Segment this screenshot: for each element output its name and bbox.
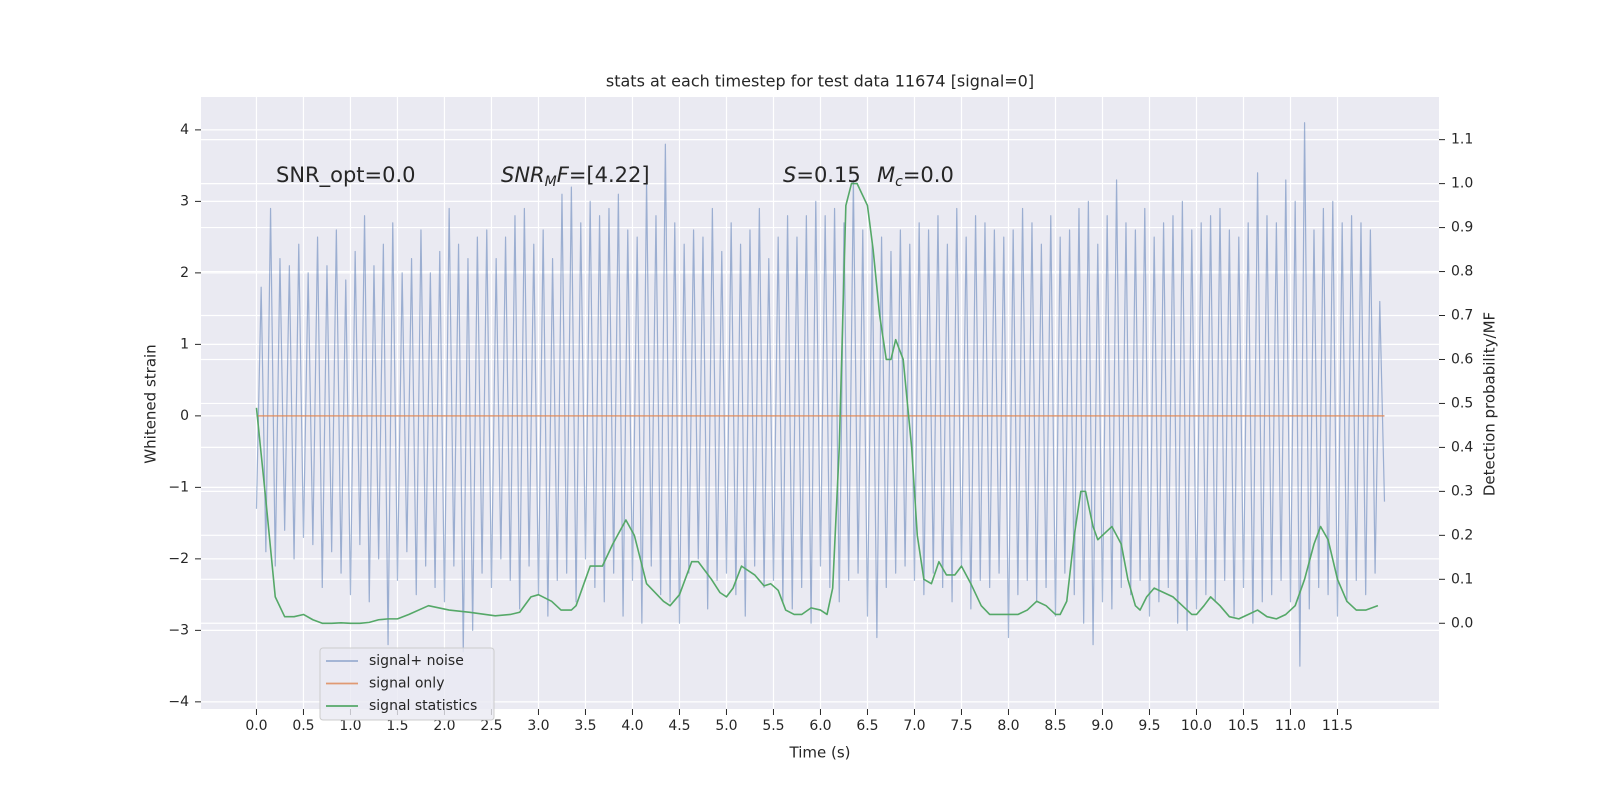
annotation-part: M xyxy=(877,163,895,187)
y2-tick-label: 1.1 xyxy=(1451,132,1473,148)
y2-tick-label: 0.5 xyxy=(1451,395,1473,411)
y2-tick-label: 0.3 xyxy=(1451,483,1473,499)
x-tick-label: 6.5 xyxy=(856,718,878,734)
x-tick-label: 2.0 xyxy=(433,718,455,734)
x-tick-label: 3.5 xyxy=(574,718,596,734)
x-tick-label: 0.5 xyxy=(292,718,314,734)
annotation-part: M xyxy=(545,174,557,190)
legend-label: signal+ noise xyxy=(369,653,464,669)
annotation-part: SNR xyxy=(501,163,545,187)
y2-tick-label: 0.4 xyxy=(1451,439,1473,455)
y2-tick-label: 0.9 xyxy=(1451,220,1473,236)
annotation: Mc=0.0 xyxy=(877,163,954,190)
x-tick-label: 3.0 xyxy=(527,718,549,734)
annotation-part: S xyxy=(783,163,796,187)
legend-label: signal statistics xyxy=(369,698,477,714)
x-tick-label: 1.5 xyxy=(386,718,408,734)
y-tick-label: −3 xyxy=(168,622,189,638)
y2-tick-label: 0.8 xyxy=(1451,264,1473,280)
y-tick-label: 4 xyxy=(180,122,189,138)
x-tick-label: 0.0 xyxy=(245,718,267,734)
x-tick-label: 4.5 xyxy=(668,718,690,734)
legend-box xyxy=(319,647,495,721)
series-layer xyxy=(255,122,1386,667)
y-axis-label: Whitened strain xyxy=(142,344,160,463)
y-tick-label: 3 xyxy=(180,193,189,209)
x-tick-label: 10.0 xyxy=(1181,718,1212,734)
annotation: SNRMF=[4.22] xyxy=(501,163,650,190)
x-tick-label: 6.0 xyxy=(809,718,831,734)
annotation: S=0.15 xyxy=(783,163,861,187)
annotation-part: =0.15 xyxy=(796,163,860,187)
annotation-part: =0.0 xyxy=(903,163,954,187)
x-tick-label: 2.5 xyxy=(480,718,502,734)
x-tick-label: 4.0 xyxy=(621,718,643,734)
tick-layer: 0.0 0.5 1.0 1.5 2.0 2.5 3.0 3.5 4.0 4.5 5.0 5.5 6.0 6… xyxy=(168,122,1473,734)
x-tick-label: 1.0 xyxy=(339,718,361,734)
y2-tick-label: 1.0 xyxy=(1451,176,1473,192)
legend-label: signal only xyxy=(369,676,444,692)
chart-title: stats at each timestep for test data 116… xyxy=(606,72,1034,91)
y2-tick-label: 0.6 xyxy=(1451,351,1473,367)
annotation-part: SNR_opt=0.0 xyxy=(276,163,416,188)
annotation-part: =[4.22] xyxy=(569,163,650,187)
y-tick-label: 2 xyxy=(180,265,189,281)
annotation-layer: SNR_opt=0.0 SNRMF=[4.22] S=0.15 Mc=0.0 xyxy=(276,163,954,190)
x-tick-label: 8.5 xyxy=(1044,718,1066,734)
y2-tick-label: 0.2 xyxy=(1451,527,1473,543)
y2-axis-label: Detection probability/MF xyxy=(1481,312,1499,496)
x-tick-label: 11.0 xyxy=(1275,718,1306,734)
x-tick-label: 10.5 xyxy=(1228,718,1259,734)
y-tick-label: −1 xyxy=(168,479,189,495)
series-line xyxy=(255,182,1379,625)
x-axis-label: Time (s) xyxy=(789,744,851,762)
legend: signal+ noise signal only signal statistic… xyxy=(319,647,495,721)
y-tick-label: −4 xyxy=(168,694,189,710)
series-line xyxy=(255,122,1386,667)
annotation: SNR_opt=0.0 xyxy=(276,163,416,188)
annotation-part: F xyxy=(557,163,570,187)
y-tick-label: 0 xyxy=(180,408,189,424)
x-tick-label: 11.5 xyxy=(1322,718,1353,734)
x-tick-label: 8.0 xyxy=(997,718,1019,734)
y2-tick-label: 0.7 xyxy=(1451,308,1473,324)
x-tick-label: 7.5 xyxy=(950,718,972,734)
x-tick-label: 5.0 xyxy=(715,718,737,734)
y2-tick-label: 0.1 xyxy=(1451,571,1473,587)
x-tick-label: 7.0 xyxy=(903,718,925,734)
y-tick-label: 1 xyxy=(180,336,189,352)
x-tick-label: 5.5 xyxy=(762,718,784,734)
x-tick-label: 9.5 xyxy=(1138,718,1160,734)
annotation-part: c xyxy=(895,174,903,190)
y-tick-label: −2 xyxy=(168,551,189,567)
x-tick-label: 9.0 xyxy=(1091,718,1113,734)
y2-tick-label: 0.0 xyxy=(1451,615,1473,631)
